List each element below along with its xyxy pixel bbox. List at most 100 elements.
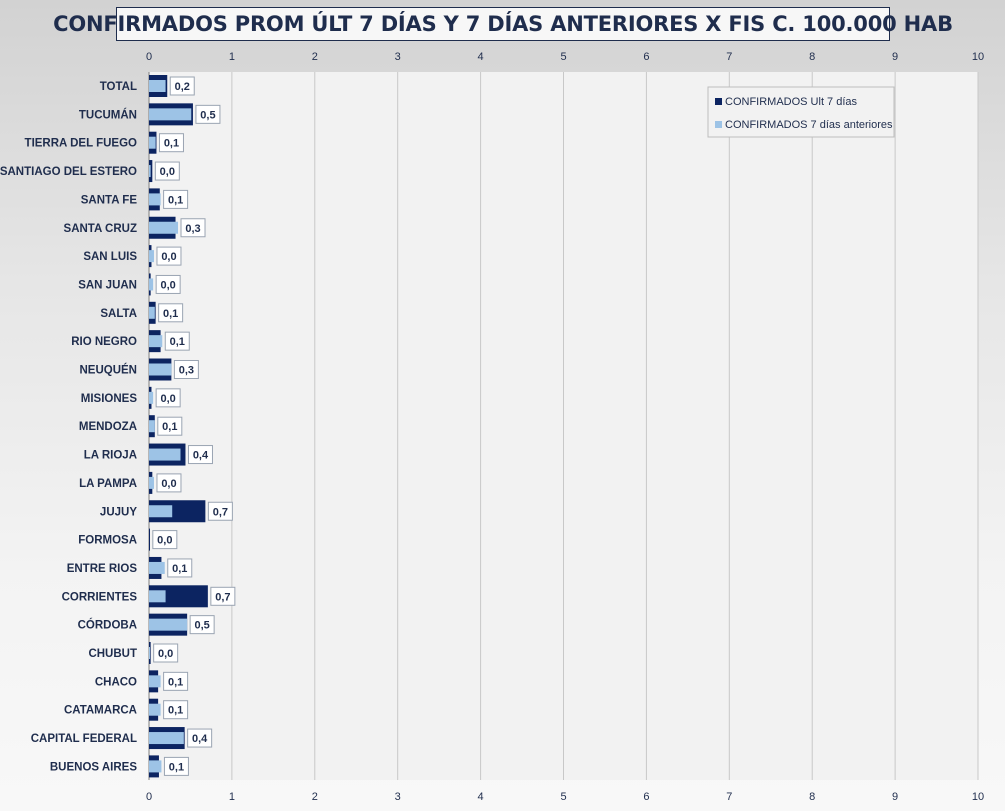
- data-label-box: [180, 218, 206, 238]
- legend-label-ult7: CONFIRMADOS Ult 7 días: [725, 96, 858, 108]
- data-label: 0,2: [175, 81, 190, 93]
- bar-anteriores: [149, 335, 163, 348]
- data-label-box: [207, 501, 233, 521]
- bar-anteriores: [149, 420, 155, 433]
- data-label-box: [155, 274, 181, 294]
- category-label: FORMOSA: [78, 535, 137, 547]
- bar-anteriores: [149, 250, 154, 263]
- data-label: 0,7: [213, 506, 228, 518]
- data-label: 0,0: [160, 166, 175, 178]
- data-label-box: [187, 728, 213, 748]
- category-label: JUJUY: [100, 506, 137, 518]
- data-label: 0,1: [168, 676, 183, 688]
- data-label-box: [163, 700, 189, 720]
- x-tick-top-5: 5: [560, 51, 566, 63]
- data-label-box: [173, 360, 199, 379]
- x-tick-bottom-5: 5: [560, 791, 566, 803]
- data-label: 0,5: [194, 620, 209, 632]
- category-label: LA PAMPA: [79, 478, 137, 490]
- category-label: MENDOZA: [79, 421, 137, 433]
- data-labels: 0,2 0,5 0,1 0,0 0,1 0,3 0,0 0,0 0,1 0,1 0,3 0,0 0,1 0…: [152, 76, 236, 776]
- category-label: BUENOS AIRES: [50, 761, 137, 773]
- data-label-box: [164, 331, 190, 351]
- data-label-box: [210, 586, 236, 606]
- data-label-box: [157, 416, 183, 436]
- data-label: 0,4: [192, 733, 208, 745]
- category-label: CHACO: [95, 676, 137, 688]
- x-tick-bottom-8: 8: [809, 791, 815, 803]
- bar-anteriores: [149, 221, 179, 234]
- category-label: TIERRA DEL FUEGO: [25, 138, 138, 150]
- data-label: 0,3: [179, 365, 194, 377]
- data-label-box: [167, 558, 193, 578]
- data-label: 0,0: [160, 393, 175, 405]
- bar-anteriores: [149, 193, 161, 206]
- data-label: 0,0: [160, 279, 175, 291]
- data-label: 0,1: [169, 761, 184, 773]
- x-tick-bottom-6: 6: [643, 791, 649, 803]
- bar-anteriores: [149, 278, 154, 291]
- data-label: 0,1: [168, 194, 183, 206]
- x-tick-top-0: 0: [146, 51, 152, 63]
- category-label: CÓRDOBA: [78, 619, 137, 632]
- legend-label-anteriores: CONFIRMADOS 7 días anteriores: [725, 119, 893, 131]
- data-label-box: [156, 246, 182, 266]
- chart-title-box: CONFIRMADOS PROM ÚLT 7 DÍAS Y 7 DÍAS ANT…: [53, 7, 953, 41]
- x-axis-bottom: 0 1 2 3 4 5 6 7 8 9 10: [146, 791, 984, 803]
- category-label: SALTA: [100, 308, 137, 320]
- data-label-box: [169, 76, 195, 96]
- category-label: CORRIENTES: [62, 591, 138, 603]
- bar-anteriores: [149, 732, 184, 745]
- bar-anteriores: [149, 703, 161, 716]
- x-tick-top-10: 10: [972, 51, 984, 63]
- data-label-box: [156, 473, 182, 493]
- data-label: 0,1: [172, 563, 187, 575]
- bar-ult7: [149, 528, 150, 551]
- data-label: 0,4: [193, 450, 209, 462]
- data-label: 0,7: [215, 591, 230, 603]
- category-label: CAPITAL FEDERAL: [31, 733, 137, 745]
- x-tick-top-6: 6: [643, 51, 649, 63]
- legend-box: [707, 86, 895, 138]
- data-label: 0,0: [158, 648, 173, 660]
- bar-anteriores: [149, 306, 155, 319]
- bar-anteriores: [149, 363, 172, 376]
- data-label-box: [158, 133, 184, 153]
- category-label: ENTRE RIOS: [67, 563, 138, 575]
- bar-anteriores: [149, 760, 162, 773]
- legend: CONFIRMADOS Ult 7 días CONFIRMADOS 7 día…: [707, 86, 895, 138]
- category-label: TUCUMÁN: [79, 108, 137, 121]
- data-label-box: [158, 303, 184, 323]
- bar-anteriores: [149, 80, 166, 92]
- category-label: SAN LUIS: [83, 251, 137, 263]
- data-label-box: [195, 104, 221, 124]
- category-label: LA RIOJA: [84, 450, 137, 462]
- x-tick-bottom-3: 3: [395, 791, 401, 803]
- bar-anteriores: [149, 476, 154, 489]
- category-label: RIO NEGRO: [71, 336, 137, 348]
- bar-anteriores: [149, 136, 156, 149]
- x-tick-bottom-2: 2: [312, 791, 318, 803]
- legend-swatch-ult7: [715, 98, 722, 105]
- bar-anteriores: [149, 108, 192, 121]
- data-label: 0,0: [161, 478, 176, 490]
- bar-anteriores: [149, 675, 161, 688]
- x-axis-top: 0 1 2 3 4 5 6 7 8 9 10: [146, 51, 984, 63]
- bar-anteriores: [149, 561, 165, 574]
- data-label: 0,5: [200, 109, 215, 121]
- data-label: 0,1: [163, 308, 178, 320]
- x-tick-top-8: 8: [809, 51, 815, 63]
- x-tick-top-2: 2: [312, 51, 318, 63]
- bar-anteriores: [149, 165, 151, 178]
- category-label: CATAMARCA: [64, 705, 137, 717]
- x-tick-bottom-4: 4: [478, 791, 484, 803]
- legend-swatch-anteriores: [715, 121, 722, 128]
- category-label: SANTA FE: [81, 194, 138, 206]
- category-label: SANTA CRUZ: [64, 223, 137, 235]
- category-label: NEUQUÉN: [79, 364, 137, 377]
- x-tick-top-7: 7: [726, 51, 732, 63]
- data-label-box: [154, 161, 180, 181]
- category-label: CHUBUT: [88, 648, 137, 660]
- data-label-box: [153, 643, 179, 663]
